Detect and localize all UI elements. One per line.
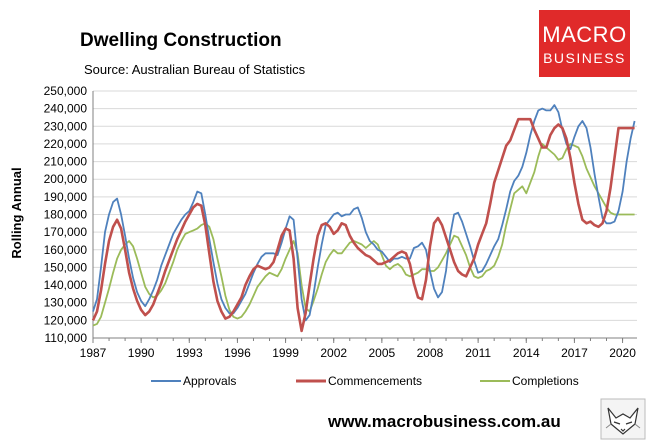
- y-tick-label: 210,000: [44, 155, 88, 169]
- fox-icon: [600, 398, 646, 440]
- series-line-completions: [92, 143, 635, 327]
- x-tick-label: 1993: [176, 346, 203, 360]
- y-tick-label: 200,000: [44, 172, 88, 186]
- macrobusiness-logo: MACRO BUSINESS: [539, 10, 630, 77]
- y-tick-label: 240,000: [44, 102, 88, 116]
- x-tick-label: 1990: [128, 346, 155, 360]
- y-tick-label: 110,000: [45, 331, 88, 345]
- legend: Approvals Commencements Completions: [151, 374, 579, 388]
- y-tick-label: 190,000: [44, 190, 88, 204]
- y-tick-label: 120,000: [44, 313, 88, 327]
- chart-subtitle: Source: Australian Bureau of Statistics: [84, 62, 306, 77]
- x-tick-label: 2017: [561, 346, 588, 360]
- website-url[interactable]: www.macrobusiness.com.au: [328, 412, 561, 431]
- x-tick-label: 2005: [368, 346, 395, 360]
- y-tick-label: 160,000: [44, 243, 88, 257]
- x-tick-label: 2008: [417, 346, 444, 360]
- y-axis-label: Rolling Annual: [9, 167, 24, 258]
- y-tick-label: 150,000: [44, 260, 88, 274]
- x-tick-label: 1996: [224, 346, 251, 360]
- x-tick-label: 2020: [609, 346, 636, 360]
- legend-label-commencements: Commencements: [328, 374, 422, 388]
- x-tick-label: 1987: [80, 346, 107, 360]
- logo-line1: MACRO: [542, 22, 627, 47]
- x-tick-label: 1999: [272, 346, 299, 360]
- chart-title: Dwelling Construction: [80, 30, 282, 51]
- y-tick-label: 140,000: [44, 278, 88, 292]
- axes: 110,000 120,000 130,000 140,000 150,000 160,0…: [44, 84, 637, 360]
- y-tick-label: 250,000: [44, 84, 88, 98]
- legend-label-approvals: Approvals: [183, 374, 236, 388]
- y-tick-label: 170,000: [44, 225, 88, 239]
- logo-line2: BUSINESS: [543, 50, 626, 66]
- series-line-commencements: [91, 117, 635, 333]
- series-line-approvals: [92, 104, 636, 322]
- series-lines: [91, 104, 636, 333]
- y-tick-label: 180,000: [44, 208, 88, 222]
- y-tick-label: 220,000: [44, 137, 88, 151]
- y-tick-label: 230,000: [44, 119, 88, 133]
- x-tick-label: 2011: [465, 346, 491, 360]
- x-tick-label: 2002: [320, 346, 347, 360]
- x-tick-label: 2014: [513, 346, 540, 360]
- legend-label-completions: Completions: [512, 374, 579, 388]
- y-tick-label: 130,000: [44, 296, 88, 310]
